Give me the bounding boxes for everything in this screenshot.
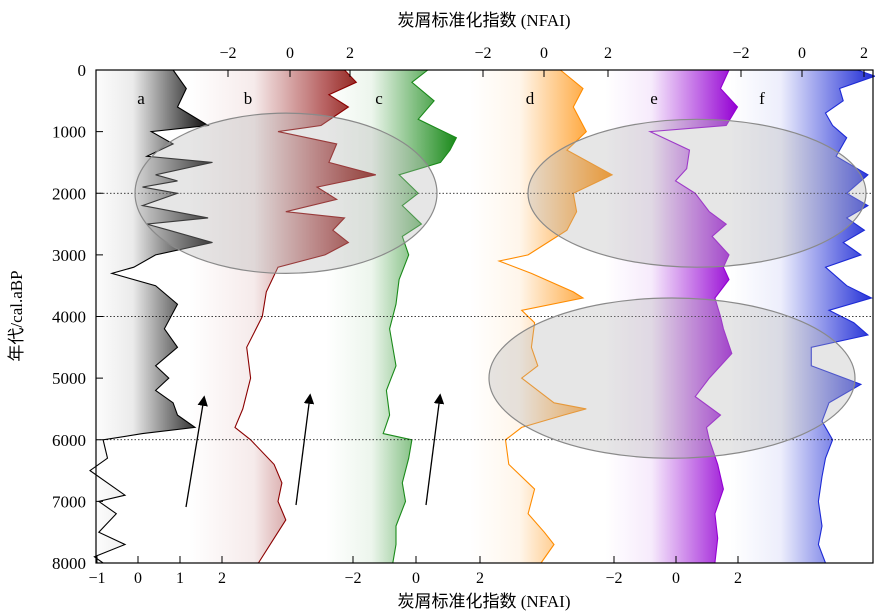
y-tick-label: 7000 — [52, 492, 86, 511]
panel-a-curve — [89, 69, 213, 564]
x-tick-label: −1 — [88, 570, 105, 587]
x-axis-title-bottom: 炭屑标准化指数 (NFAI) — [398, 592, 571, 611]
y-tick-label: 6000 — [52, 431, 86, 450]
highlight-ellipses — [134, 112, 867, 459]
highlight-ellipse — [488, 297, 856, 459]
highlight-ellipse — [134, 112, 438, 274]
x-tick-label: 2 — [218, 570, 226, 587]
trend-arrow-c — [425, 393, 445, 506]
x-axis-bottom: −1 0 1 2 −2 0 2 −2 0 2 — [88, 556, 742, 587]
panel-label-e: e — [650, 89, 658, 108]
y-axis-title: 年代/cal.aBP — [7, 270, 26, 361]
y-axis: 0 1000 2000 3000 4000 5000 6000 7000 8000 — [52, 61, 103, 573]
panel-label-c: c — [375, 89, 383, 108]
panel-label-d: d — [526, 89, 535, 108]
x-tick-label: 2 — [860, 45, 868, 62]
x-tick-label: −2 — [474, 45, 491, 62]
x-tick-label: 2 — [346, 45, 354, 62]
panel-b-curve — [234, 69, 376, 564]
y-tick-label: 2000 — [52, 184, 86, 203]
panel-label-f: f — [759, 89, 765, 108]
panel-label-b: b — [244, 89, 253, 108]
y-tick-label: 4000 — [52, 308, 86, 327]
trend-arrow-b — [295, 393, 315, 506]
y-tick-label: 5000 — [52, 369, 86, 388]
x-tick-label: −2 — [605, 570, 622, 587]
x-axis-top: −2 0 2 −2 0 2 −2 0 2 — [219, 45, 868, 77]
highlight-ellipse — [527, 118, 867, 268]
x-tick-label: 0 — [672, 570, 680, 587]
y-tick-label: 1000 — [52, 123, 86, 142]
x-tick-label: 1 — [176, 570, 184, 587]
x-tick-label: −2 — [732, 45, 749, 62]
panel-c-curve — [382, 69, 458, 564]
x-tick-label: 0 — [798, 45, 806, 62]
panel-labels: a b c d e f — [137, 89, 765, 108]
panel-e-curve — [647, 69, 739, 564]
x-tick-label: 2 — [476, 570, 484, 587]
trend-arrows — [185, 393, 445, 508]
x-tick-label: 2 — [734, 570, 742, 587]
panel-label-a: a — [137, 89, 145, 108]
y-tick-label: 8000 — [52, 554, 86, 573]
panel-d-curve — [497, 69, 614, 564]
x-tick-label: −2 — [344, 570, 361, 587]
panel-b-area — [188, 70, 376, 563]
panel-curves — [89, 69, 875, 564]
trend-arrow-a — [185, 395, 208, 508]
x-tick-label: 0 — [540, 45, 548, 62]
x-tick-label: 0 — [412, 570, 420, 587]
x-tick-label: −2 — [219, 45, 236, 62]
x-tick-label: 0 — [286, 45, 294, 62]
panel-f-curve — [810, 69, 875, 564]
y-tick-label: 0 — [78, 61, 87, 80]
x-tick-label: 0 — [134, 570, 142, 587]
y-tick-label: 3000 — [52, 246, 86, 265]
reference-lines — [96, 192, 873, 441]
x-tick-label: 2 — [604, 45, 612, 62]
x-axis-title-top: 炭屑标准化指数 (NFAI) — [398, 11, 571, 30]
